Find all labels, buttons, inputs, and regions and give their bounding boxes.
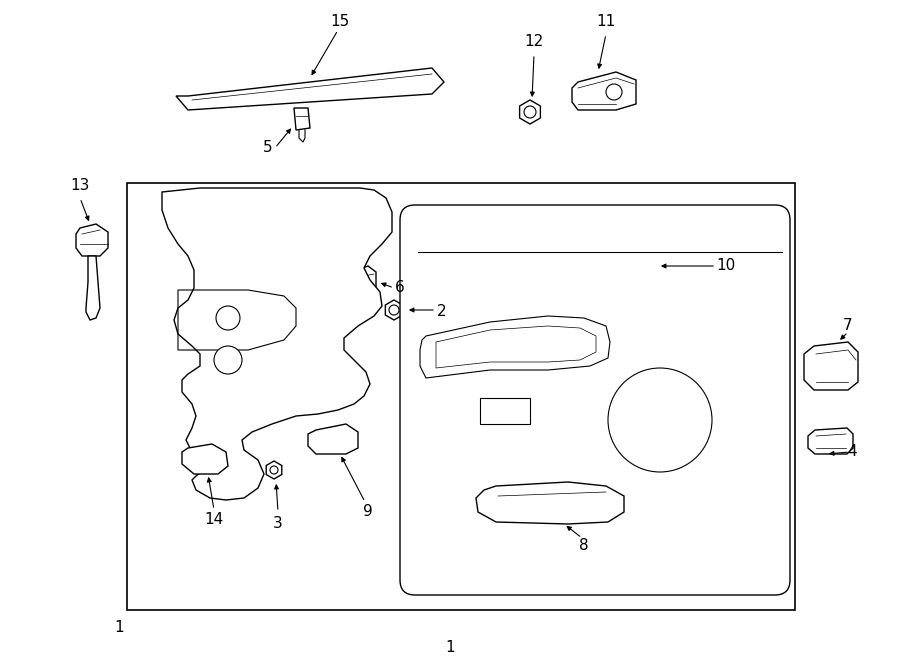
Polygon shape	[804, 342, 858, 390]
Text: 1: 1	[114, 621, 124, 635]
Text: 5: 5	[263, 141, 273, 155]
Circle shape	[270, 466, 278, 474]
Polygon shape	[572, 72, 636, 110]
Circle shape	[608, 368, 712, 472]
Circle shape	[524, 106, 536, 118]
Polygon shape	[808, 428, 853, 454]
Polygon shape	[86, 256, 100, 320]
Text: 9: 9	[363, 504, 373, 520]
Polygon shape	[350, 266, 376, 296]
Text: 12: 12	[525, 34, 544, 50]
FancyBboxPatch shape	[400, 205, 790, 595]
Text: 8: 8	[580, 537, 589, 553]
Polygon shape	[162, 188, 392, 500]
Polygon shape	[385, 300, 402, 320]
Text: 15: 15	[330, 15, 349, 30]
Circle shape	[216, 306, 240, 330]
Text: 2: 2	[437, 305, 446, 319]
Text: 10: 10	[716, 258, 735, 274]
Bar	[127, 183, 795, 610]
Polygon shape	[640, 252, 656, 268]
Polygon shape	[76, 224, 108, 256]
Polygon shape	[294, 108, 310, 130]
Polygon shape	[454, 240, 652, 292]
Polygon shape	[176, 68, 444, 110]
Polygon shape	[476, 482, 624, 524]
Polygon shape	[308, 424, 358, 454]
Text: 4: 4	[847, 444, 857, 459]
Polygon shape	[519, 100, 540, 124]
Text: 6: 6	[395, 280, 405, 295]
Polygon shape	[266, 461, 282, 479]
Text: 3: 3	[273, 516, 283, 531]
Text: 7: 7	[843, 317, 853, 332]
Text: 1: 1	[446, 639, 454, 654]
Text: 11: 11	[597, 15, 616, 30]
Circle shape	[606, 84, 622, 100]
Polygon shape	[182, 444, 228, 474]
Circle shape	[214, 346, 242, 374]
Text: 13: 13	[70, 178, 90, 194]
Text: 14: 14	[204, 512, 223, 527]
Circle shape	[389, 305, 399, 315]
